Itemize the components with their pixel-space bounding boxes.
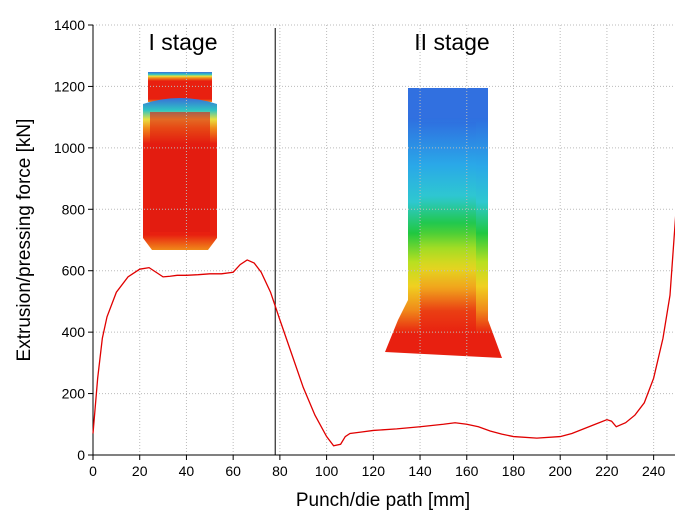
y-tick-label: 200 [62, 386, 86, 402]
y-tick-label: 1200 [54, 78, 85, 94]
x-tick-label: 240 [642, 463, 666, 479]
x-axis-label: Punch/die path [mm] [296, 490, 470, 511]
stage-label: I stage [148, 29, 217, 55]
x-tick-label: 140 [408, 463, 432, 479]
y-axis-label: Extrusion/pressing force [kN] [14, 119, 35, 362]
y-tick-label: 0 [77, 447, 85, 463]
y-tick-label: 800 [62, 201, 86, 217]
fem-inset-1 [143, 72, 217, 250]
x-tick-label: 80 [272, 463, 288, 479]
x-tick-label: 60 [225, 463, 241, 479]
x-tick-label: 20 [132, 463, 148, 479]
fem-inset-2 [385, 88, 502, 358]
y-tick-label: 600 [62, 263, 86, 279]
y-tick-label: 1000 [54, 140, 85, 156]
x-tick-label: 40 [179, 463, 195, 479]
x-tick-label: 220 [595, 463, 619, 479]
x-tick-label: 120 [362, 463, 386, 479]
stage-label: II stage [414, 29, 489, 55]
chart: Punch/die path [mm] Extrusion/pressing f… [0, 0, 675, 518]
x-tick-label: 180 [502, 463, 526, 479]
y-tick-label: 1400 [54, 17, 85, 33]
y-tick-label: 400 [62, 324, 86, 340]
x-tick-label: 200 [549, 463, 573, 479]
x-tick-label: 100 [315, 463, 339, 479]
x-tick-label: 0 [89, 463, 97, 479]
x-tick-label: 160 [455, 463, 479, 479]
